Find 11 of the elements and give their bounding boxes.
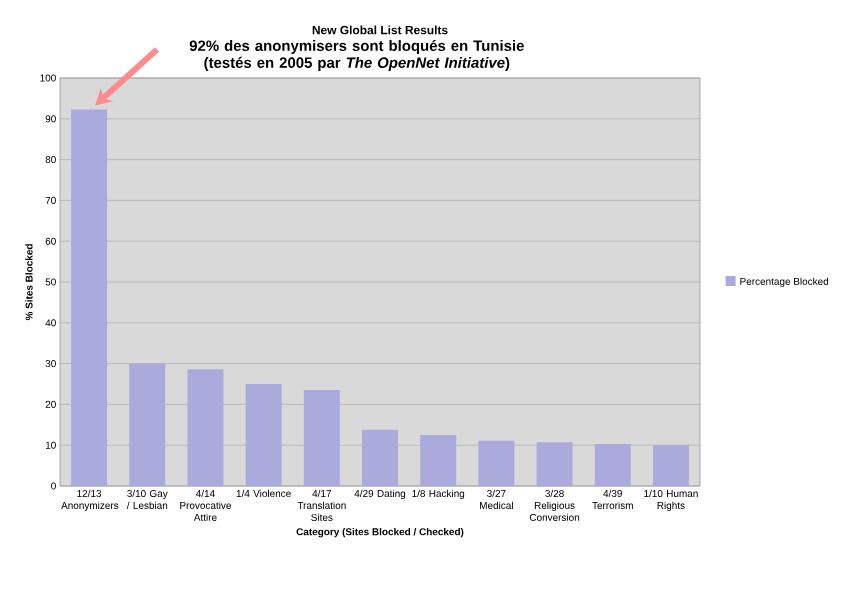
bar: [478, 440, 515, 486]
bar: [362, 429, 399, 486]
bar: [245, 384, 282, 486]
bar: [536, 442, 573, 486]
bar: [187, 369, 224, 486]
bar: [129, 363, 166, 486]
bar: [420, 435, 457, 486]
bar: [303, 390, 340, 486]
bar: [594, 443, 631, 486]
bar: [652, 445, 689, 486]
bar: [71, 109, 108, 486]
